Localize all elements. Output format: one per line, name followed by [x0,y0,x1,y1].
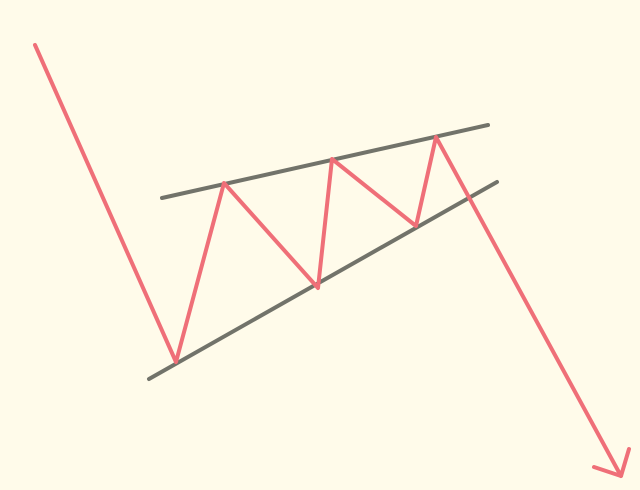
breakdown-arrowhead-icon [592,447,631,478]
lower-support-trendline [147,180,499,381]
upper-resistance-trendline [160,123,490,200]
price-path-line [33,43,623,478]
